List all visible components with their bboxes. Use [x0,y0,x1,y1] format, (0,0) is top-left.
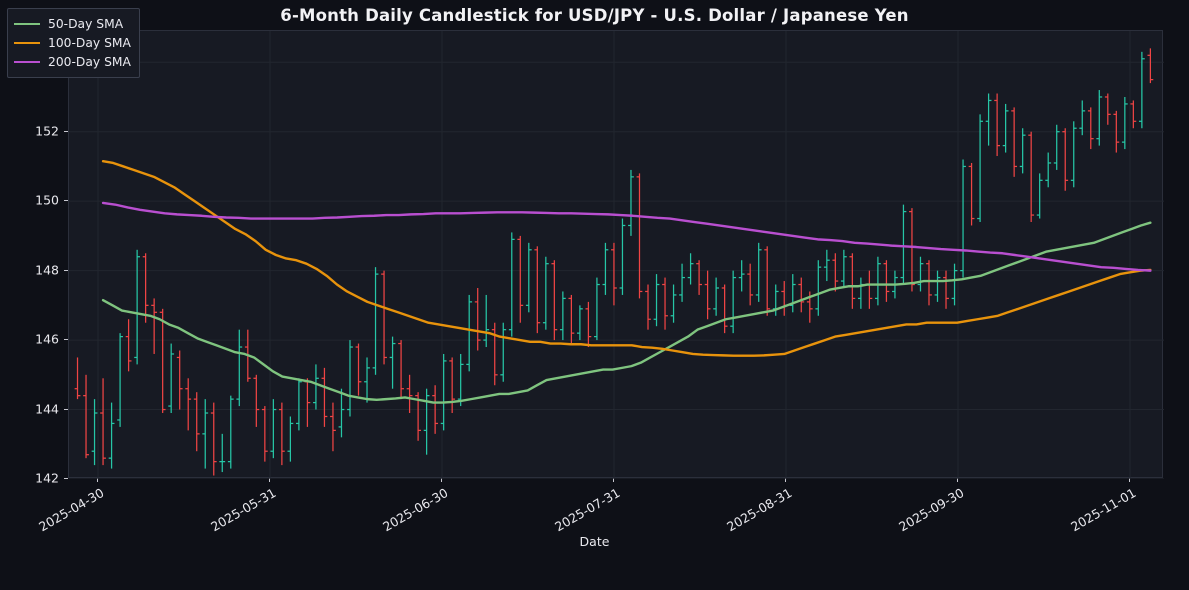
sma-100-line [101,160,1152,357]
y-tick-label: 146 [35,331,59,347]
plot-canvas [69,31,1164,479]
y-tick-mark [64,339,68,341]
plot-area [68,30,1164,479]
y-tick-mark [64,408,68,410]
x-tick-mark [97,478,98,482]
y-tick-mark [64,130,68,132]
y-tick-mark [64,478,68,479]
legend-label: 200-Day SMA [48,54,131,69]
sma-50-line [101,221,1152,404]
x-tick-mark [1129,478,1130,482]
sma-200-line [101,201,1152,272]
legend: 50-Day SMA 100-Day SMA 200-Day SMA [7,8,140,78]
legend-label: 50-Day SMA [48,16,124,31]
x-tick-mark [441,478,442,482]
legend-color-swatch [14,22,40,25]
x-tick-mark [613,478,614,482]
legend-color-swatch [14,41,40,44]
legend-color-swatch [14,60,40,63]
chart-title: 6-Month Daily Candlestick for USD/JPY - … [280,6,909,25]
grid-lines [69,31,1164,479]
y-tick-mark [64,200,68,202]
y-tick-label: 148 [35,262,59,278]
x-tick-mark [785,478,786,482]
y-tick-label: 144 [35,401,59,417]
legend-item-1: 50-Day SMA [14,14,131,33]
y-tick-mark [64,269,68,271]
x-axis-label: Date [579,534,610,549]
x-tick-mark [269,478,270,482]
y-tick-label: 142 [35,470,59,486]
legend-item-2: 100-Day SMA [14,33,131,52]
ohlc-bars [74,48,1154,476]
legend-label: 100-Day SMA [48,35,131,50]
legend-item-3: 200-Day SMA [14,52,131,71]
x-tick-mark [957,478,958,482]
y-tick-label: 150 [35,192,59,208]
y-tick-label: 152 [35,123,59,139]
